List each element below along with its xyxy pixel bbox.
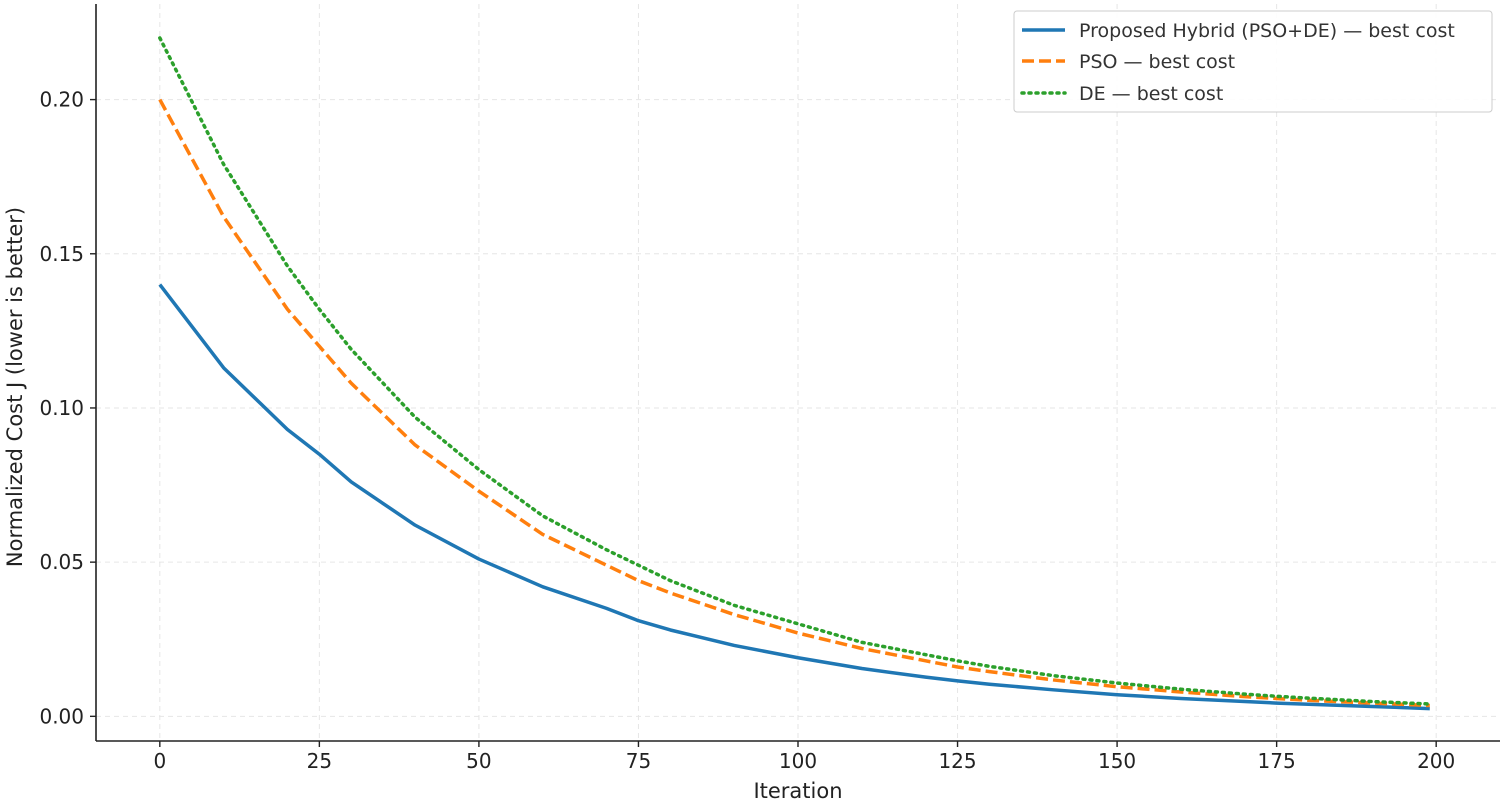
- y-ticks: 0.00 0.05 0.10 0.15 0.20: [39, 88, 96, 728]
- y-tick-label: 0.10: [39, 396, 84, 420]
- x-ticks: 0 25 50 75 100 125 150 175 200: [153, 741, 1455, 773]
- y-tick-label: 0.00: [39, 704, 84, 728]
- y-tick-label: 0.15: [39, 242, 84, 266]
- legend: Proposed Hybrid (PSO+DE) — best cost PSO…: [1013, 10, 1493, 113]
- x-tick-label: 175: [1258, 749, 1296, 773]
- x-tick-label: 25: [307, 749, 332, 773]
- legend-label-pso: PSO — best cost: [1079, 51, 1235, 73]
- legend-box: [1013, 10, 1493, 113]
- series-line-pso: [158, 98, 1430, 708]
- x-tick-label: 100: [779, 749, 817, 773]
- series-line-de: [158, 36, 1432, 706]
- x-tick-label: 150: [1098, 749, 1136, 773]
- x-axis-label: Iteration: [753, 779, 842, 803]
- y-tick-label: 0.20: [39, 88, 84, 112]
- x-tick-label: 125: [938, 749, 976, 773]
- x-tick-label: 50: [466, 749, 491, 773]
- x-tick-label: 0: [153, 749, 166, 773]
- legend-label-hybrid: Proposed Hybrid (PSO+DE) — best cost: [1079, 20, 1455, 42]
- y-tick-label: 0.05: [39, 550, 84, 574]
- y-axis-label: Normalized Cost J (lower is better): [3, 207, 27, 567]
- series-line-hybrid: [158, 283, 1430, 711]
- legend-label-de: DE — best cost: [1079, 83, 1223, 105]
- grid: [96, 4, 1500, 741]
- x-tick-label: 75: [626, 749, 651, 773]
- x-tick-label: 200: [1417, 749, 1455, 773]
- series-layer: [158, 36, 1432, 711]
